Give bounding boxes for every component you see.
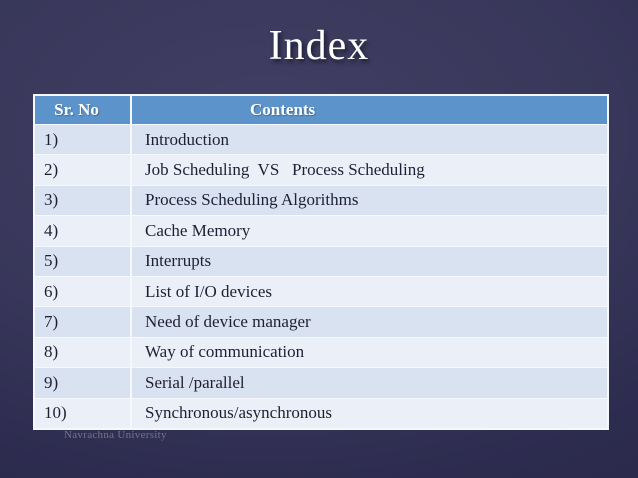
table-row: 8) Way of communication — [35, 336, 607, 368]
content-cell: Cache Memory — [145, 220, 251, 240]
table-row: 7) Need of device manager — [35, 306, 607, 337]
sr-no-cell: 2) — [35, 155, 132, 185]
header-cell-sr-no: Sr. No — [35, 96, 132, 124]
content-cell: Process Scheduling Algorithms — [145, 190, 359, 210]
page-title: Index — [268, 23, 370, 69]
table-row: 3) Process Scheduling Algorithms — [35, 184, 607, 216]
table-row: 9) Serial /parallel — [35, 367, 607, 398]
sr-no-cell: 5) — [35, 246, 132, 276]
sr-no-cell: 10) — [35, 398, 132, 428]
header-cell-contents: Contents — [250, 100, 316, 119]
table-header-row: Sr. No Contents — [35, 96, 607, 124]
sr-no-cell: 7) — [35, 307, 132, 337]
table-body: 1) Introduction 2) Job Scheduling VS Proces… — [35, 124, 607, 428]
footer-university-name: Navrachna University — [64, 429, 167, 441]
sr-no-cell: 4) — [35, 216, 132, 246]
table-row: 4) Cache Memory — [35, 215, 607, 246]
table-row: 2) Job Scheduling VS Process Scheduling — [35, 154, 607, 185]
content-cell: Way of communication — [145, 342, 305, 362]
table-row: 10) Synchronous/asynchronous — [35, 397, 607, 428]
content-cell: Synchronous/asynchronous — [145, 403, 332, 423]
content-cell: Interrupts — [145, 251, 212, 271]
table-row: 1) Introduction — [35, 124, 607, 155]
table-row: 6) List of I/O devices — [35, 275, 607, 307]
content-cell: Job Scheduling VS Process Scheduling — [145, 160, 425, 180]
sr-no-cell: 6) — [35, 276, 132, 307]
table-row: 5) Interrupts — [35, 245, 607, 276]
sr-no-cell: 9) — [35, 368, 132, 398]
sr-no-cell: 3) — [35, 185, 132, 216]
content-cell: Introduction — [145, 129, 230, 149]
content-cell: Need of device manager — [145, 312, 311, 332]
sr-no-cell: 1) — [35, 125, 132, 155]
content-cell: List of I/O devices — [145, 281, 272, 301]
index-table: Sr. No Contents 1) Introduction 2) Job Sche… — [33, 94, 609, 430]
sr-no-cell: 8) — [35, 337, 132, 368]
content-cell: Serial /parallel — [145, 372, 245, 392]
